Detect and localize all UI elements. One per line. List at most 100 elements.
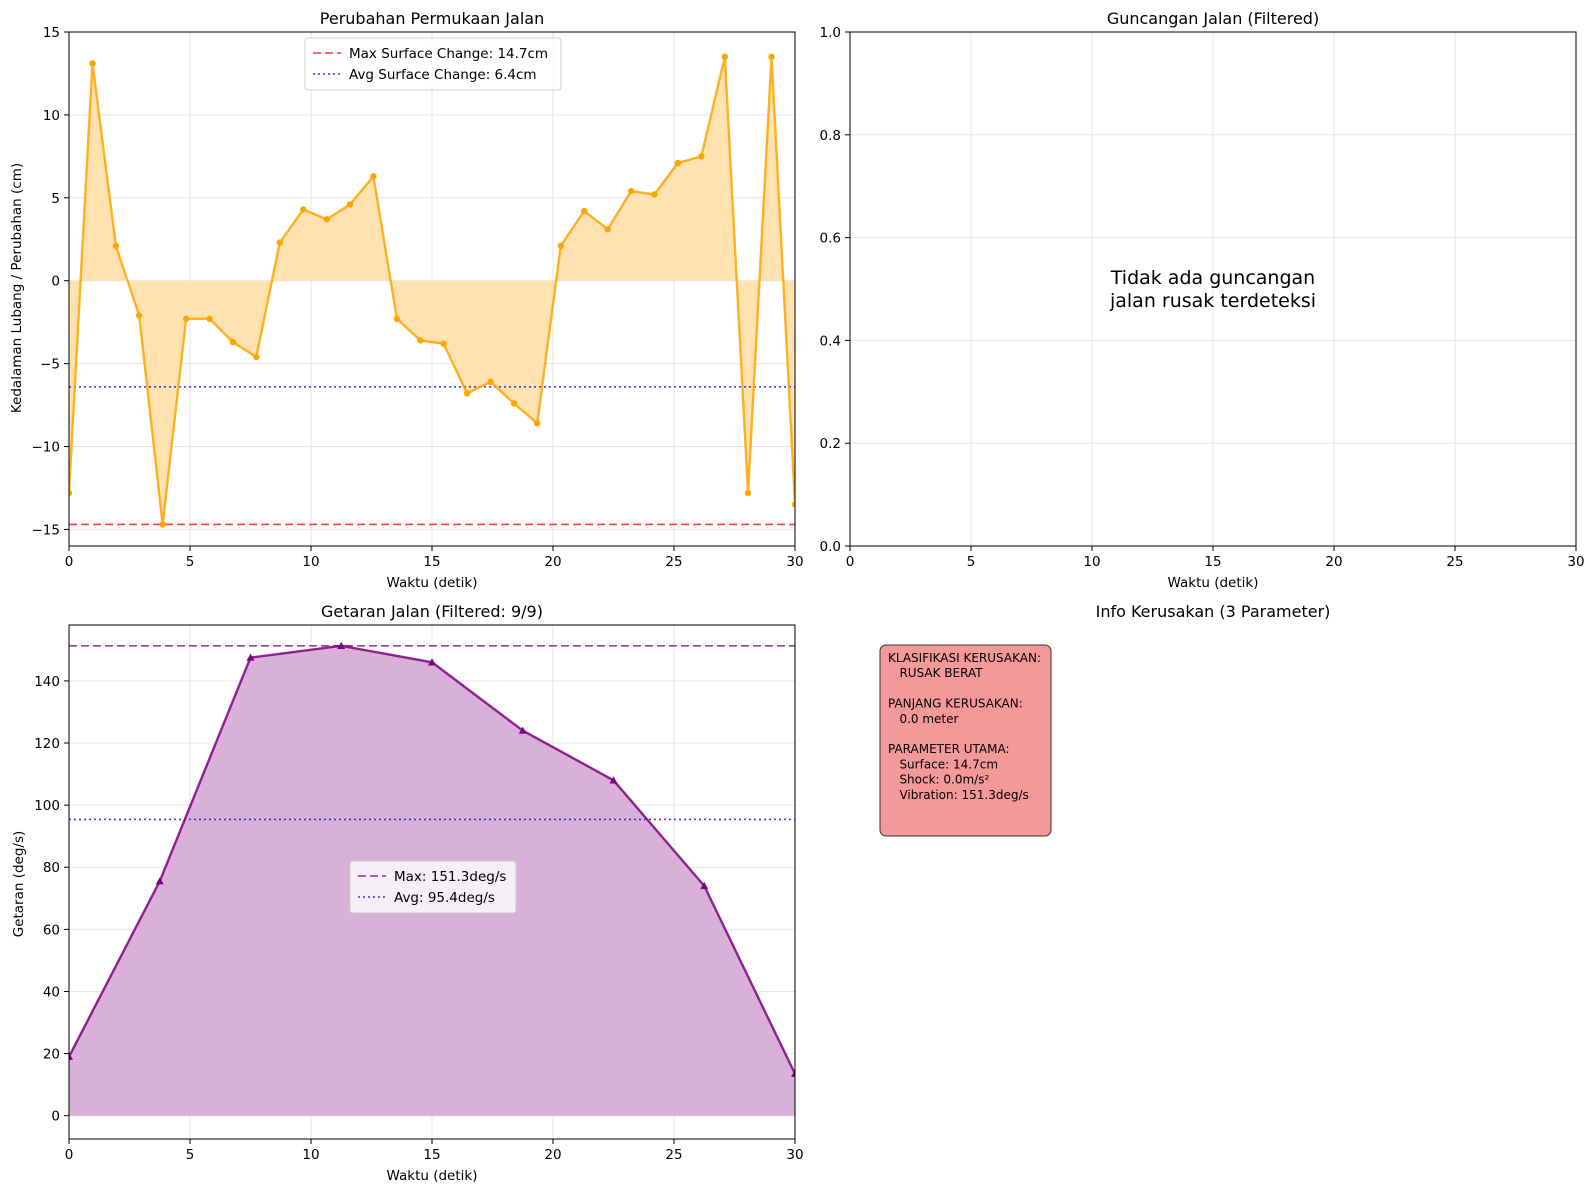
data-point <box>159 521 166 528</box>
y-tick-label: 120 <box>34 736 60 752</box>
y-tick-label: −5 <box>40 357 60 373</box>
y-tick-label: 0 <box>51 274 60 290</box>
x-tick-label: 0 <box>65 1147 74 1163</box>
x-tick-label: 15 <box>423 1147 440 1163</box>
y-tick-label: 0.0 <box>820 539 841 555</box>
legend-box <box>349 860 517 914</box>
legend-entry: Avg: 95.4deg/s <box>394 890 495 906</box>
y-axis-label: Getaran (deg/s) <box>11 831 27 938</box>
legend-entry: Avg Surface Change: 6.4cm <box>349 67 537 83</box>
data-point <box>428 658 436 666</box>
data-point <box>246 653 255 661</box>
data-point <box>206 315 213 323</box>
data-point <box>155 877 164 885</box>
y-tick-label: 15 <box>43 25 60 41</box>
no-shock-message: jalan rusak terdeteksi <box>1109 290 1316 312</box>
data-point <box>768 53 775 61</box>
data-point <box>393 315 401 323</box>
data-point <box>253 353 260 361</box>
y-tick-label: 0.2 <box>820 436 841 452</box>
no-shock-message: Tidak ada guncangan <box>1110 267 1315 289</box>
data-point <box>346 201 354 208</box>
data-point <box>337 641 346 650</box>
x-axis-label: Waktu (detik) <box>387 1168 478 1184</box>
x-axis-label: Waktu (detik) <box>1168 575 1259 591</box>
data-point <box>609 776 618 784</box>
data-point <box>518 726 527 734</box>
info-line: PANJANG KERUSAKAN: <box>888 697 1023 711</box>
data-point <box>581 207 588 215</box>
data-point <box>69 1052 73 1060</box>
x-tick-label: 15 <box>423 554 440 570</box>
y-tick-label: 60 <box>43 922 60 938</box>
data-point <box>182 315 190 323</box>
data-point <box>300 206 307 213</box>
chart-title: Getaran Jalan (Filtered: 9/9) <box>321 602 543 621</box>
y-tick-label: 100 <box>34 798 60 814</box>
info-line: RUSAK BERAT <box>888 666 983 680</box>
legend-entry: Max Surface Change: 14.7cm <box>349 46 548 62</box>
x-tick-label: 25 <box>1446 554 1463 570</box>
x-tick-label: 5 <box>186 554 195 570</box>
info-line: PARAMETER UTAMA: <box>888 742 1010 756</box>
grid <box>849 31 1577 547</box>
data-point <box>557 242 564 250</box>
x-axis-label: Waktu (detik) <box>387 575 478 591</box>
data-point <box>276 239 283 246</box>
x-tick-label: 0 <box>65 554 74 570</box>
x-tick-label: 15 <box>1204 554 1221 570</box>
plot-frame <box>68 624 796 1140</box>
series-line <box>69 55 795 526</box>
y-tick-label: 0.6 <box>820 231 841 247</box>
x-tick-label: 30 <box>786 554 803 570</box>
y-tick-label: 1.0 <box>820 25 841 41</box>
x-tick-label: 5 <box>186 1147 195 1163</box>
y-tick-label: 0.4 <box>820 333 841 349</box>
x-tick-label: 30 <box>786 1147 803 1163</box>
info-line: Shock: 0.0m/s² <box>888 773 989 787</box>
data-point <box>627 187 635 195</box>
data-point <box>135 312 143 319</box>
plot-frame <box>68 31 796 547</box>
damage-info-box <box>879 644 1052 837</box>
data-point <box>674 159 682 167</box>
data-point <box>604 226 611 233</box>
x-tick-label: 25 <box>665 554 682 570</box>
info-panel: Info Kerusakan (3 Parameter) KLASIFIKASI… <box>879 602 1330 837</box>
info-line: KLASIFIKASI KERUSAKAN: <box>888 651 1041 665</box>
data-point <box>744 489 752 497</box>
data-point <box>417 337 424 344</box>
data-point <box>651 191 658 198</box>
surface-change-chart: Perubahan Permukaan Jalan Waktu (detik) … <box>9 9 804 591</box>
plot-layer <box>69 53 795 528</box>
y-tick-label: 0.8 <box>820 128 841 144</box>
data-point <box>370 173 377 180</box>
data-point <box>487 378 494 386</box>
legend-box <box>304 37 562 91</box>
data-point <box>510 400 518 407</box>
data-point <box>463 390 471 397</box>
x-tick-label: 20 <box>544 1147 561 1163</box>
x-tick-label: 30 <box>1567 554 1584 570</box>
y-tick-label: 80 <box>43 860 60 876</box>
data-point <box>698 153 705 160</box>
data-point <box>89 60 96 67</box>
x-tick-label: 20 <box>544 554 561 570</box>
y-tick-label: 5 <box>51 191 60 207</box>
x-tick-label: 20 <box>1325 554 1342 570</box>
data-point <box>534 420 541 427</box>
data-point <box>323 216 330 223</box>
y-tick-label: 40 <box>43 984 60 1000</box>
data-point <box>112 242 120 250</box>
y-tick-label: 20 <box>43 1047 60 1063</box>
data-point <box>721 53 729 61</box>
damage-info-lines: KLASIFIKASI KERUSAKAN: RUSAK BERAT PANJAN… <box>888 651 1041 802</box>
shock-chart: Guncangan Jalan (Filtered) Waktu (detik)… <box>820 9 1585 591</box>
data-point <box>700 881 709 890</box>
series-fill-area <box>69 56 795 525</box>
chart-title: Perubahan Permukaan Jalan <box>320 9 544 28</box>
y-tick-label: −15 <box>32 522 61 538</box>
plot-frame <box>849 31 1577 547</box>
x-tick-label: 25 <box>665 1147 682 1163</box>
